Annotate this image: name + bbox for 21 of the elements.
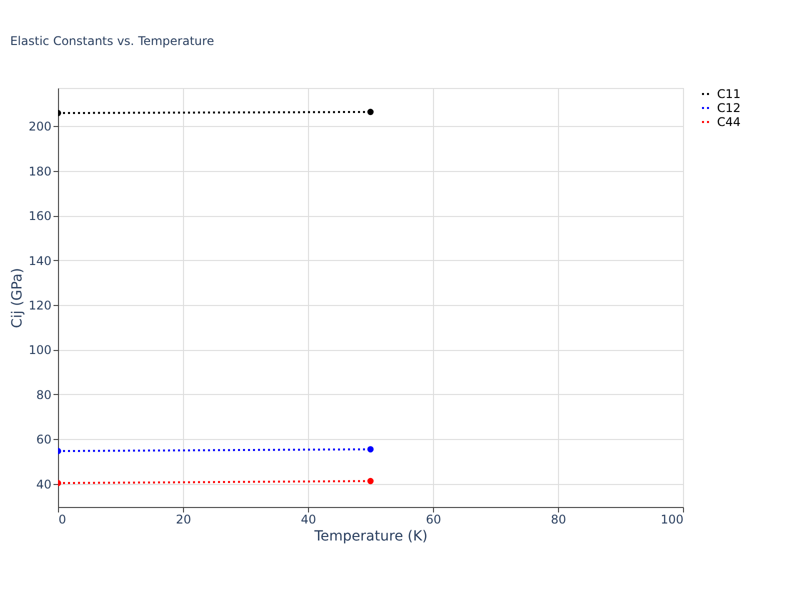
y-tick-label: 100 <box>28 343 52 358</box>
legend-label: C11 <box>717 87 741 101</box>
y-tick-label: 140 <box>28 254 52 268</box>
x-tick-label: 100 <box>660 512 684 526</box>
y-axis-title: Cij (GPa) <box>10 268 26 328</box>
legend-label: C12 <box>717 101 741 115</box>
x-tick-label: 60 <box>426 512 442 526</box>
y-tick-label: 180 <box>28 164 52 178</box>
x-tick-label: 20 <box>176 512 192 526</box>
x-axis-title: Temperature (K) <box>313 528 428 544</box>
y-tick-label: 40 <box>36 477 52 492</box>
chart-title: Elastic Constants vs. Temperature <box>10 34 214 48</box>
y-tick-label: 200 <box>28 120 52 134</box>
legend-label: C44 <box>717 115 741 129</box>
y-tick-label: 120 <box>28 298 52 312</box>
y-tick-label: 160 <box>28 209 52 224</box>
y-tick-label: 60 <box>36 432 52 447</box>
x-tick-label: 0 <box>58 512 66 526</box>
x-tick-label: 80 <box>550 512 566 526</box>
x-tick-label: 40 <box>300 512 316 526</box>
y-tick-label: 80 <box>36 388 52 402</box>
